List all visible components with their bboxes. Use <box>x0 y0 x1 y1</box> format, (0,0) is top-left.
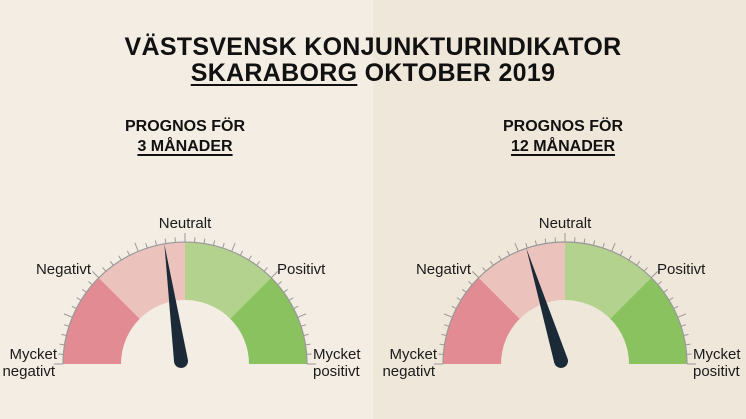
minor-tick <box>685 343 691 346</box>
minor-tick <box>248 255 252 261</box>
minor-tick <box>498 255 502 261</box>
minor-tick <box>300 324 306 327</box>
major-tick <box>514 242 519 252</box>
minor-tick <box>451 305 457 310</box>
minor-tick <box>592 240 596 246</box>
minor-tick <box>534 240 538 246</box>
minor-tick <box>683 333 689 337</box>
major-tick <box>134 242 139 252</box>
minor-tick <box>126 250 131 256</box>
major-tick <box>92 271 100 279</box>
minor-tick <box>663 288 669 293</box>
minor-tick <box>303 333 309 337</box>
minor-tick <box>489 260 494 266</box>
minor-tick <box>544 238 547 244</box>
major-tick <box>231 242 236 252</box>
major-tick <box>677 313 687 318</box>
minor-tick <box>657 281 662 286</box>
minor-tick <box>212 240 216 246</box>
major-tick <box>611 242 616 252</box>
minor-tick <box>64 324 70 327</box>
subtitle: SKARABORG OKTOBER 2019 <box>0 59 746 88</box>
major-tick <box>270 271 278 279</box>
minor-tick <box>305 343 311 346</box>
label-very-positive-line1: Mycket <box>313 346 361 363</box>
minor-tick <box>293 305 299 310</box>
label-very-positive-line1: Mycket <box>693 346 741 363</box>
minor-tick <box>145 243 148 249</box>
minor-tick <box>256 260 261 266</box>
minor-tick <box>88 281 93 286</box>
minor-tick <box>619 250 624 256</box>
label-very-negative-line1: Mycket <box>389 346 437 363</box>
label-very-negative-line1: Mycket <box>9 346 57 363</box>
label-negative: Negativt <box>416 261 472 278</box>
gauge-2-heading-line2: 12 MÅNADER <box>510 138 615 155</box>
left-panel-background <box>0 0 373 419</box>
label-very-positive-line2: positivt <box>693 363 741 380</box>
minor-tick <box>263 267 268 272</box>
minor-tick <box>277 281 282 286</box>
minor-tick <box>668 297 674 301</box>
gauge-2-heading-line1: PROGNOS FÖR <box>502 118 623 135</box>
minor-tick <box>283 288 289 293</box>
minor-tick <box>59 343 65 346</box>
label-positive: Positivt <box>657 261 706 278</box>
minor-tick <box>628 255 632 261</box>
region-name: SKARABORG <box>190 59 358 87</box>
minor-tick <box>164 238 167 244</box>
main-title: VÄSTSVENSK KONJUNKTURINDIKATOR <box>124 33 622 61</box>
minor-tick <box>109 260 114 266</box>
label-very-negative-line2: negativt <box>2 363 55 380</box>
gauge-1-heading-line2: 3 MÅNADER <box>137 138 233 155</box>
minor-tick <box>154 240 158 246</box>
minor-tick <box>673 305 679 310</box>
minor-tick <box>441 333 447 337</box>
needle <box>526 248 568 368</box>
minor-tick <box>81 288 87 293</box>
minor-tick <box>602 243 605 249</box>
label-positive: Positivt <box>277 261 326 278</box>
minor-tick <box>439 343 445 346</box>
minor-tick <box>288 297 294 301</box>
gauge-2-heading: PROGNOS FÖR 12 MÅNADER <box>443 117 683 157</box>
gauge-1-heading: PROGNOS FÖR 3 MÅNADER <box>65 117 305 157</box>
minor-tick <box>203 238 206 244</box>
minor-tick <box>525 243 528 249</box>
major-tick <box>297 313 307 318</box>
major-tick <box>443 313 453 318</box>
minor-tick <box>444 324 450 327</box>
minor-tick <box>76 297 82 301</box>
label-neutral: Neutralt <box>539 215 592 232</box>
minor-tick <box>71 305 77 310</box>
minor-tick <box>506 250 511 256</box>
needle <box>164 244 188 368</box>
gauge-1-heading-line1: PROGNOS FÖR <box>124 118 245 135</box>
period: OKTOBER 2019 <box>364 59 556 87</box>
minor-tick <box>643 267 648 272</box>
minor-tick <box>102 267 107 272</box>
minor-tick <box>680 324 686 327</box>
label-neutral: Neutralt <box>159 215 212 232</box>
minor-tick <box>583 238 586 244</box>
minor-tick <box>456 297 462 301</box>
minor-tick <box>468 281 473 286</box>
minor-tick <box>118 255 122 261</box>
minor-tick <box>482 267 487 272</box>
label-very-positive-line2: positivt <box>313 363 361 380</box>
label-negative: Negativt <box>36 261 92 278</box>
major-tick <box>472 271 480 279</box>
minor-tick <box>61 333 67 337</box>
minor-tick <box>636 260 641 266</box>
major-tick <box>650 271 658 279</box>
label-very-negative-line2: negativt <box>382 363 435 380</box>
minor-tick <box>222 243 225 249</box>
minor-tick <box>461 288 467 293</box>
minor-tick <box>239 250 244 256</box>
major-tick <box>63 313 73 318</box>
